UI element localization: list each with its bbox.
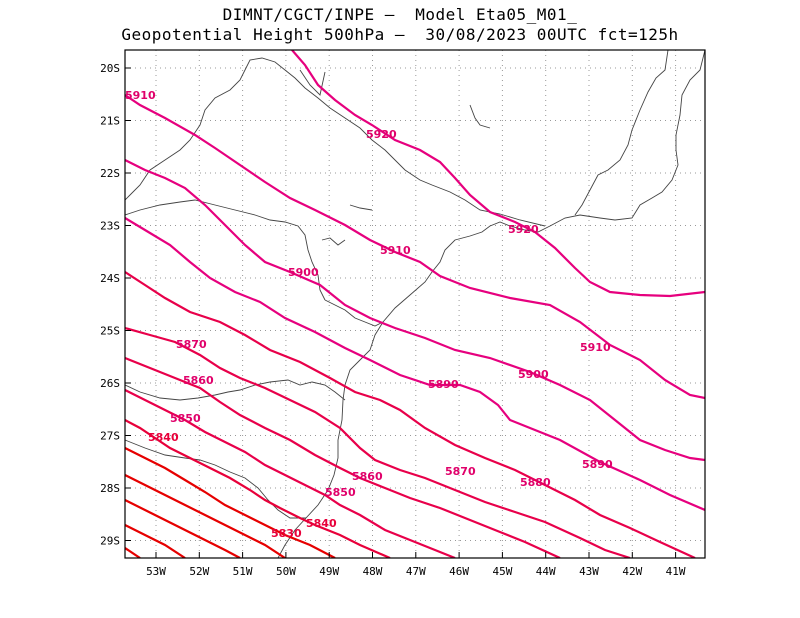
lon-tick-label: 51W: [233, 565, 253, 578]
state-border: [125, 439, 306, 519]
contour-label: 5920: [366, 128, 397, 141]
lon-tick-label: 42W: [622, 565, 642, 578]
contour-label: 5850: [170, 412, 201, 425]
state-border: [574, 50, 669, 216]
contour-line: [125, 159, 705, 462]
coastline: [277, 50, 705, 558]
contour-line: [125, 271, 696, 558]
contour-line: [291, 50, 705, 298]
borders: [125, 50, 705, 558]
lat-tick-label: 22S: [100, 167, 120, 180]
lat-tick-label: 27S: [100, 430, 120, 443]
lon-tick-label: 47W: [406, 565, 426, 578]
lat-tick-label: 29S: [100, 535, 120, 548]
latitude-axis: 20S 21S 22S 23S 24S 25S 26S 27S 28S 29S: [100, 62, 131, 548]
contour-line: [125, 524, 186, 558]
contour-line: [125, 217, 705, 512]
lon-tick-label: 44W: [536, 565, 556, 578]
contour-label: 5840: [148, 431, 179, 444]
contour-label: 5860: [183, 374, 214, 387]
plot-frame: [124, 49, 706, 559]
lon-tick-label: 48W: [363, 565, 383, 578]
contour-label: 5840: [306, 517, 337, 530]
gridlines: [125, 50, 705, 558]
state-border: [125, 199, 326, 301]
contour-line: [125, 94, 705, 400]
longitude-axis: 53W 52W 51W 50W 49W 48W 47W 46W 45W 44W 43W 42W 41W: [146, 552, 686, 578]
contour-label: 5870: [445, 465, 476, 478]
contour-label: 5890: [428, 378, 459, 391]
lon-tick-label: 41W: [666, 565, 686, 578]
contour-line: [125, 474, 286, 558]
contour-label: 5910: [125, 89, 156, 102]
title-line-1: DIMNT/CGCT/INPE – Model Eta05_M01_: [222, 5, 578, 24]
contour-label: 5870: [176, 338, 207, 351]
contour-label: 5910: [580, 341, 611, 354]
contour-line: [125, 547, 141, 558]
contour-line: [125, 389, 456, 558]
lat-tick-label: 25S: [100, 325, 120, 338]
contour-label: 5910: [380, 244, 411, 257]
state-border: [125, 57, 546, 227]
lon-tick-label: 43W: [579, 565, 599, 578]
lat-tick-label: 26S: [100, 377, 120, 390]
contour-label: 5920: [508, 223, 539, 236]
lat-tick-label: 20S: [100, 62, 120, 75]
contour-line: [125, 419, 391, 558]
contour-lines: [125, 50, 705, 558]
contour-label: 5900: [288, 266, 319, 279]
contour-label: 5860: [352, 470, 383, 483]
lon-tick-label: 46W: [449, 565, 469, 578]
river: [299, 69, 491, 246]
lat-tick-label: 28S: [100, 482, 120, 495]
contour-line: [125, 326, 631, 558]
contour-line: [125, 447, 336, 558]
contour-line: [125, 499, 241, 558]
contour-label: 5900: [518, 368, 549, 381]
state-border: [324, 299, 384, 327]
contour-line: [125, 356, 561, 558]
lon-tick-label: 53W: [146, 565, 166, 578]
title-line-2: Geopotential Height 500hPa – 30/08/2023 …: [121, 25, 679, 44]
lon-tick-label: 45W: [492, 565, 512, 578]
lon-tick-label: 50W: [276, 565, 296, 578]
contour-label: 5850: [325, 486, 356, 499]
contour-label: 5890: [582, 458, 613, 471]
contour-label: 5830: [271, 527, 302, 540]
lat-tick-label: 24S: [100, 272, 120, 285]
lon-tick-label: 49W: [319, 565, 339, 578]
lat-tick-label: 23S: [100, 220, 120, 233]
state-border: [125, 379, 346, 401]
contour-label: 5880: [520, 476, 551, 489]
contour-labels: 5910 5920 5920 5910 5900 5910 5900 5890 …: [125, 89, 613, 540]
lat-tick-label: 21S: [100, 115, 120, 128]
lon-tick-label: 52W: [189, 565, 209, 578]
